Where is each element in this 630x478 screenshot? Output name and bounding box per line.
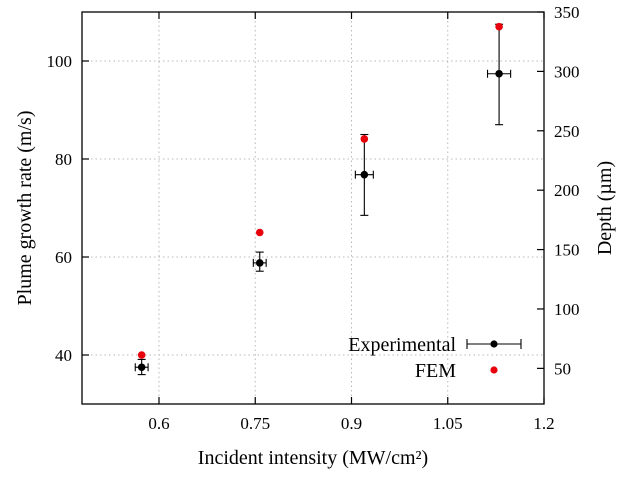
fem-point	[495, 22, 503, 31]
experimental-marker	[360, 170, 369, 179]
data-points	[134, 22, 512, 376]
y2-tick-label: 50	[554, 359, 571, 378]
legend-label-experimental: Experimental	[348, 334, 456, 356]
y-tick-label: 40	[55, 346, 72, 365]
legend-label-fem: FEM	[415, 360, 456, 382]
fem-point	[137, 351, 146, 359]
y-tick-label: 100	[47, 52, 73, 71]
plot-frame	[81, 11, 545, 405]
y2-tick-label: 200	[554, 181, 580, 200]
y-tick-label: 60	[55, 248, 72, 267]
experimental-point	[486, 23, 512, 126]
y2-tick-label: 300	[554, 62, 580, 81]
experimental-marker	[137, 363, 146, 372]
y2-tick-label: 150	[554, 241, 580, 260]
x-axis-title: Incident intensity (MW/cm²)	[198, 447, 428, 469]
legend: Experimental FEM	[348, 334, 522, 382]
x-tick-label: 1.05	[433, 414, 463, 433]
y2-tick-label: 250	[554, 122, 580, 141]
y2-tick-label: 100	[554, 300, 580, 319]
experimental-marker	[495, 69, 503, 78]
y2-tick-label: 350	[554, 3, 580, 22]
legend-swatch-experimental	[466, 339, 522, 349]
y2-axis-title: Depth (µm)	[594, 161, 616, 255]
legend-swatch-fem	[490, 366, 498, 374]
experimental-marker	[255, 259, 264, 267]
experimental-point	[134, 358, 149, 376]
tick-labels: 0.6 0.75 0.9 1.05 1.2 40 60 80 100 50 100 150 200 250…	[47, 3, 580, 433]
x-tick-label: 0.6	[148, 414, 169, 433]
fem-point	[255, 228, 264, 237]
x-tick-label: 0.75	[240, 414, 270, 433]
experimental-point	[252, 251, 267, 272]
axis-ticks	[82, 11, 545, 404]
fem-point	[360, 135, 369, 143]
experimental-point	[354, 133, 374, 216]
y-tick-label: 80	[55, 150, 72, 169]
x-tick-label: 0.9	[341, 414, 362, 433]
y-axis-title: Plume growth rate (m/s)	[14, 111, 36, 306]
x-tick-label: 1.2	[533, 414, 554, 433]
grid	[82, 12, 544, 404]
